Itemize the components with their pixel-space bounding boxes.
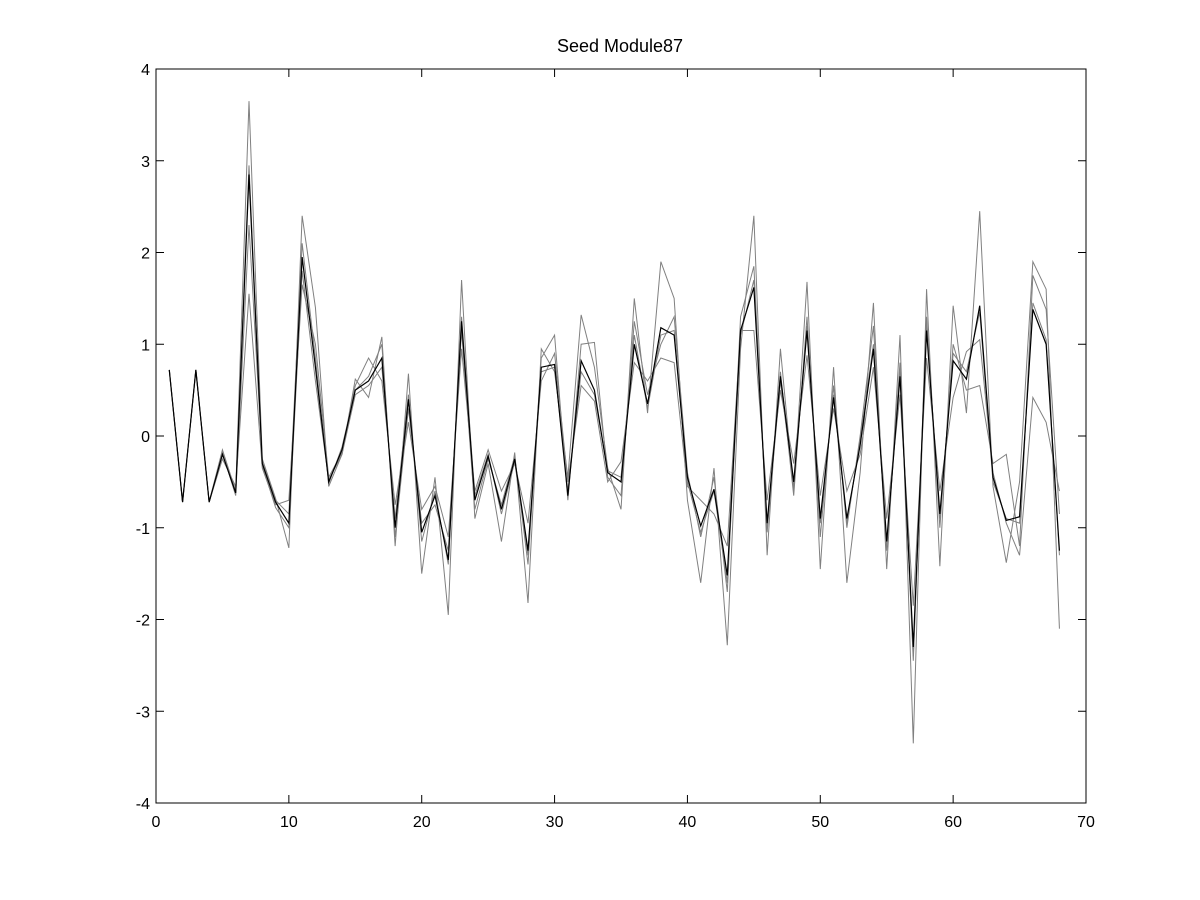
y-tick-label: -3 <box>136 704 150 721</box>
x-tick-label: 60 <box>944 814 962 831</box>
y-tick-label: 1 <box>141 337 150 354</box>
x-tick-label: 0 <box>152 814 161 831</box>
y-tick-label: 4 <box>141 62 150 79</box>
x-tick-label: 50 <box>811 814 829 831</box>
series-line-member-2 <box>168 284 1060 606</box>
chart-title: Seed Module87 <box>557 36 683 56</box>
y-tick-label: 2 <box>141 246 150 263</box>
y-tick-label: -2 <box>136 613 150 630</box>
series-line-seed <box>168 174 1061 648</box>
x-tick-label: 70 <box>1077 814 1095 831</box>
x-tick-label: 40 <box>679 814 697 831</box>
axes-layer: 0 10 20 30 40 50 60 70 -4 -3 -2 -1 0 1 2 3 4 <box>136 62 1095 831</box>
series-layer <box>168 101 1061 744</box>
y-tick-label: 3 <box>141 154 150 171</box>
series-line-member-1 <box>168 101 1060 744</box>
y-tick-label: -4 <box>136 796 150 813</box>
y-tick-label: 0 <box>141 429 150 446</box>
y-tick-label: -1 <box>136 521 150 538</box>
x-tick-label: 20 <box>413 814 431 831</box>
series-line-member-3 <box>168 224 1060 661</box>
x-tick-label: 10 <box>280 814 298 831</box>
series-line-member-4 <box>168 165 1060 657</box>
x-tick-label: 30 <box>546 814 564 831</box>
